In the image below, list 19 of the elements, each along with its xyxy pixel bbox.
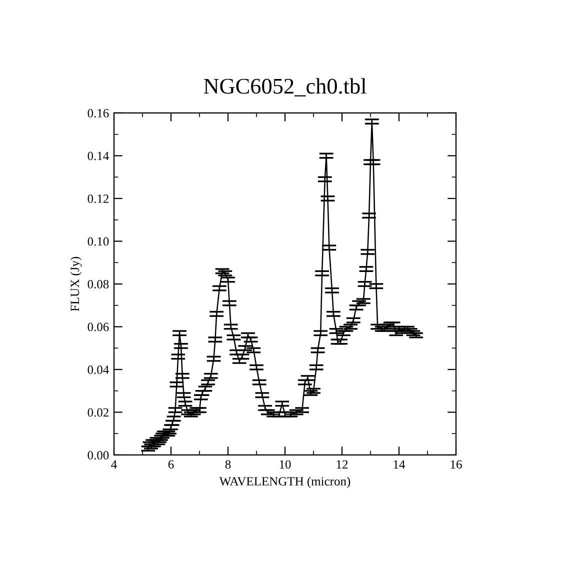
y-tick-label: 0.16 [88,109,109,118]
y-tick-label: 0.04 [88,366,109,374]
x-tick-label: 12 [336,460,348,469]
x-tick-label: 10 [280,460,291,469]
x-axis-title: WAVELENGTH (micron) [219,476,350,488]
y-axis-title: FLUX (Jy) [70,256,82,312]
y-tick-label: 0.06 [88,322,109,332]
x-tick-label: 6 [168,460,174,469]
x-tick-label: 8 [225,460,231,469]
x-tick-label: 14 [394,460,406,469]
chart-title: NGC6052_ch0.tbl [204,78,366,96]
y-tick-label: 0.12 [88,194,108,203]
y-tick-label: 0.10 [88,237,109,246]
x-tick-label: 4 [111,460,117,469]
y-tick-label: 0.00 [88,451,109,460]
y-tick-label: 0.14 [88,152,109,160]
y-tick-label: 0.08 [88,280,109,288]
x-tick-label: 16 [450,460,462,469]
y-tick-label: 0.02 [88,408,108,417]
